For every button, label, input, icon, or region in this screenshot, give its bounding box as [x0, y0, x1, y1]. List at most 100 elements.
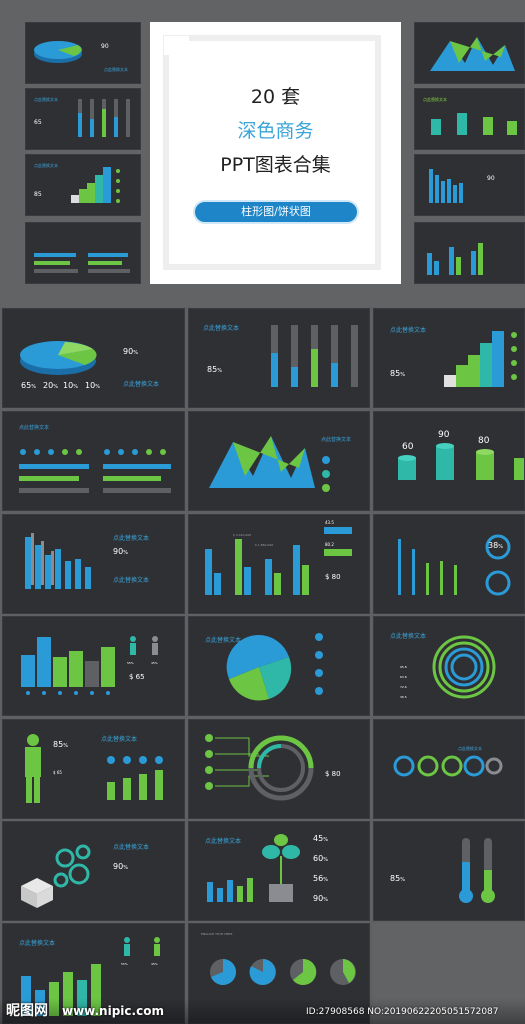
col-802: 80.2: [325, 542, 334, 547]
progress-title: 点此替换文本: [203, 325, 240, 332]
slide-thermometers[interactable]: 38%: [373, 514, 525, 614]
gear-icons-graphic: [393, 755, 503, 777]
cover-title: PPT图表合集: [220, 154, 331, 176]
watermark-bar: 昵图网 www.nipic.com ID:27908568 NO:2019062…: [0, 998, 525, 1024]
people-45: 45%: [151, 962, 158, 966]
slide-3d-bars[interactable]: 点此替换文本 90% 点此替换文本: [2, 514, 185, 614]
thumb-bars[interactable]: 点此替换文本 65: [25, 88, 141, 150]
slide-stair-cubes[interactable]: 点此替换文本 85%: [373, 308, 525, 408]
slide-grouped-columns[interactable]: $ 3,410,000 $ 1,850,000 43.5 80.2 $ 80: [188, 514, 370, 614]
mountains-title: 点此替换文本: [321, 437, 352, 443]
radial-lines-graphic: [205, 734, 314, 801]
progress-85: 85%: [207, 365, 222, 374]
thumb-cyl-title: 点此替换文本: [423, 97, 447, 102]
pie-3d-graphic: [34, 41, 82, 63]
thumb-mountains[interactable]: [414, 22, 525, 84]
tubes-graphic: [459, 838, 495, 903]
slide-mountains[interactable]: 点此替换文本: [188, 411, 370, 511]
thumb-cubes[interactable]: 点此替换文本 85: [25, 154, 141, 216]
cover-subtitle: 深色商务: [237, 120, 314, 142]
slide-tubes[interactable]: 85%: [373, 821, 525, 921]
gearsbox-90: 90%: [113, 862, 128, 871]
social-price65: $ 65: [129, 673, 145, 681]
3d-bars-icon: [25, 533, 91, 589]
thumb-cubes-title: 点此替换文本: [34, 163, 58, 168]
columns-graphic: [427, 243, 483, 275]
3dbars-title-2: 点此替换文本: [113, 577, 150, 584]
cover-count: 20 套: [250, 86, 301, 108]
slide-empty: [373, 923, 525, 1024]
pie-10: 10%: [63, 381, 78, 390]
slide-social-columns[interactable]: 55% 45% $ 65: [2, 616, 185, 716]
human-85: 85%: [53, 740, 68, 749]
gears-box-graphic: [21, 844, 91, 908]
people-55: 55%: [121, 962, 128, 966]
plant-title: 点此替换文本: [205, 838, 242, 845]
slide-gears-box[interactable]: 点此替换文本 90%: [2, 821, 185, 921]
mountains-icon: [209, 436, 330, 492]
dots-hbars-graphic: [19, 449, 171, 493]
tubes-85: 85%: [390, 874, 405, 883]
slide-gears-icons[interactable]: 点此替换文本: [373, 719, 525, 819]
cover-corner: [164, 36, 189, 55]
pie-65: 65%: [21, 381, 36, 390]
thumb-columns[interactable]: [414, 222, 525, 284]
thumb-3dbars[interactable]: 90: [414, 154, 525, 216]
social-55: 55%: [127, 661, 134, 665]
thermo-38: 38%: [488, 541, 503, 550]
col-price80: $ 80: [325, 573, 341, 581]
slide-cylinders[interactable]: 60 90 80: [373, 411, 525, 511]
pie-20: 20%: [43, 381, 58, 390]
3d-bars-graphic: [429, 169, 463, 203]
pie-cards-graphic: [210, 958, 356, 985]
stairs-85: 85%: [390, 369, 405, 378]
people-title: 点此替换文本: [19, 940, 56, 947]
watermark-url[interactable]: www.nipic.com: [62, 1004, 164, 1018]
plant-90: 90%: [313, 894, 328, 903]
social-45: 45%: [151, 661, 158, 665]
progress-bars-graphic: [271, 325, 358, 387]
watermark-id: ID:27908568 NO:20190622205051572087: [306, 1007, 499, 1017]
slide-radial-lines[interactable]: $ 80: [188, 719, 370, 819]
thumb-bars-65: 65: [34, 119, 42, 126]
thumb-cubes-85: 85: [34, 191, 42, 198]
slide-pie-3d[interactable]: 90% 65% 20% 10% 10% 点此替换文本: [2, 308, 185, 408]
pie-3d-icon: [20, 341, 97, 375]
slide-people-columns[interactable]: 点此替换文本 55% 45%: [2, 923, 185, 1024]
plant-45: 45%: [313, 834, 328, 843]
radial-price80: $ 80: [325, 770, 341, 778]
col-value-b: $ 1,850,000: [255, 543, 274, 547]
dots-title: 点此替换文本: [19, 425, 50, 431]
slide-pie-cards[interactable]: ENGLISH TITLE HERE: [188, 923, 370, 1024]
slide-dots-hbars[interactable]: 点此替换文本: [2, 411, 185, 511]
slide-plant[interactable]: 点此替换文本 45% 60% 56% 90%: [188, 821, 370, 921]
thumb-pie-title: 点此替换文本: [104, 67, 128, 72]
pie-10b: 10%: [85, 381, 100, 390]
cover-frame: [163, 35, 381, 270]
slide-human-dots[interactable]: 85% 点此替换文本 $ 65: [2, 719, 185, 819]
ring-638: 63.8: [400, 675, 407, 679]
thumb-cylinders[interactable]: 点此替换文本: [414, 88, 525, 150]
slide-circle-pie[interactable]: 点此替换文本: [188, 616, 370, 716]
plant-60: 60%: [313, 854, 328, 863]
horizontal-bars-graphic: [34, 253, 130, 273]
thumb-3d-90: 90: [487, 175, 495, 182]
pie-cards-subtitle: ENGLISH TITLE HERE: [201, 932, 233, 936]
thumb-hbars[interactable]: [25, 222, 141, 284]
gears-title: 点此替换文本: [458, 746, 482, 751]
mountains-graphic: [430, 37, 515, 71]
vertical-bars-graphic: [78, 99, 130, 137]
social-columns-graphic: [21, 636, 158, 695]
cylinders-graphic: [431, 113, 517, 135]
human-price65: $ 65: [53, 770, 62, 775]
stair-cubes-icon: [444, 331, 517, 387]
plant-graphic: [207, 834, 300, 902]
slide-progress-bars[interactable]: 点此替换文本 85%: [188, 308, 370, 408]
cover-category-pill[interactable]: 柱形图/饼状图: [193, 200, 359, 224]
slide-rings[interactable]: 点此替换文本 95.8 63.8 72.6 36.5: [373, 616, 525, 716]
3dbars-90: 90%: [113, 547, 128, 556]
thumb-pie[interactable]: 90 点此替换文本: [25, 22, 141, 84]
human-figure-graphic: [25, 734, 163, 803]
cyl-60: 60: [402, 442, 414, 452]
dotted-bars-graphic: [398, 534, 511, 596]
